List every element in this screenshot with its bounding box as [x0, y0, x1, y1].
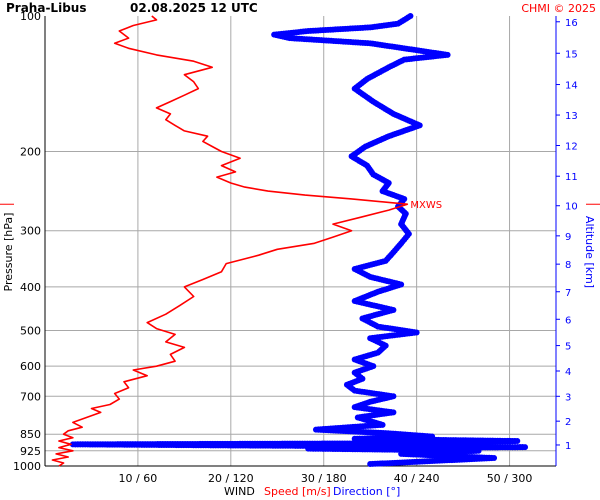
- pressure-tick-label: 100: [20, 10, 41, 23]
- pressure-tick-label: 200: [20, 145, 41, 158]
- altitude-axis-label: Altitude [km]: [583, 216, 596, 288]
- pressure-tick-label: 850: [20, 428, 41, 441]
- altitude-tick-label: 7: [565, 288, 571, 299]
- pressure-axis-label: Pressure [hPa]: [2, 213, 15, 292]
- station-name: Praha-Libus: [6, 1, 86, 15]
- altitude-tick-label: 4: [565, 367, 571, 378]
- altitude-tick-label: 16: [565, 18, 578, 29]
- direction-series: [69, 13, 529, 468]
- altitude-tick-label: 1: [565, 441, 571, 452]
- speed-line: [51, 15, 409, 467]
- direction-legend-label: Direction [°]: [333, 485, 400, 498]
- altitude-tick-label: 12: [565, 142, 578, 153]
- plot-frame: [44, 16, 557, 467]
- altitude-tick-label: 14: [565, 81, 578, 92]
- mxws-label: MXWS: [410, 200, 442, 211]
- wind-tick-label: 20 / 120: [208, 472, 254, 485]
- copyright-label: CHMI © 2025: [521, 2, 596, 15]
- altitude-tick-label: 15: [565, 49, 578, 60]
- pressure-tick-label: 300: [20, 225, 41, 238]
- altitude-tick-label: 13: [565, 111, 578, 122]
- mxws-marker: MXWS: [0, 200, 600, 211]
- wind-tick-label: 30 / 180: [301, 472, 347, 485]
- altitude-tick-label: 5: [565, 342, 571, 353]
- pressure-tick-label: 700: [20, 390, 41, 403]
- altitude-tick-label: 10: [565, 202, 578, 213]
- altitude-tick-label: 6: [565, 315, 571, 326]
- altitude-tick-label: 2: [565, 417, 571, 428]
- pressure-tick-label: 925: [20, 445, 41, 458]
- speed-legend-label: Speed [m/s]: [264, 485, 331, 498]
- wind-tick-label: 50 / 300: [487, 472, 533, 485]
- wind-tick-label: 10 / 60: [119, 472, 158, 485]
- pressure-tick-label: 500: [20, 325, 41, 338]
- wind-ticks: 10 / 60 20 / 120 30 / 180 40 / 240 50 / 300: [119, 472, 533, 485]
- wind-tick-label: 40 / 240: [394, 472, 440, 485]
- altitude-tick-label: 11: [565, 172, 578, 183]
- altitude-tick-label: 9: [565, 232, 571, 243]
- pressure-tick-label: 1000: [13, 460, 41, 473]
- gridlines: [45, 16, 556, 466]
- pressure-tick-label: 400: [20, 281, 41, 294]
- observation-time: 02.08.2025 12 UTC: [130, 1, 258, 15]
- direction-point: [407, 13, 414, 19]
- pressure-ticks: 100 200 300 400 500 600 700 850 925 1000: [13, 10, 41, 473]
- speed-series: [51, 15, 409, 467]
- wind-legend-label: WIND: [224, 485, 255, 498]
- altitude-tick-label: 3: [565, 392, 571, 403]
- pressure-tick-label: 600: [20, 360, 41, 373]
- altitude-tick-label: 8: [565, 260, 571, 271]
